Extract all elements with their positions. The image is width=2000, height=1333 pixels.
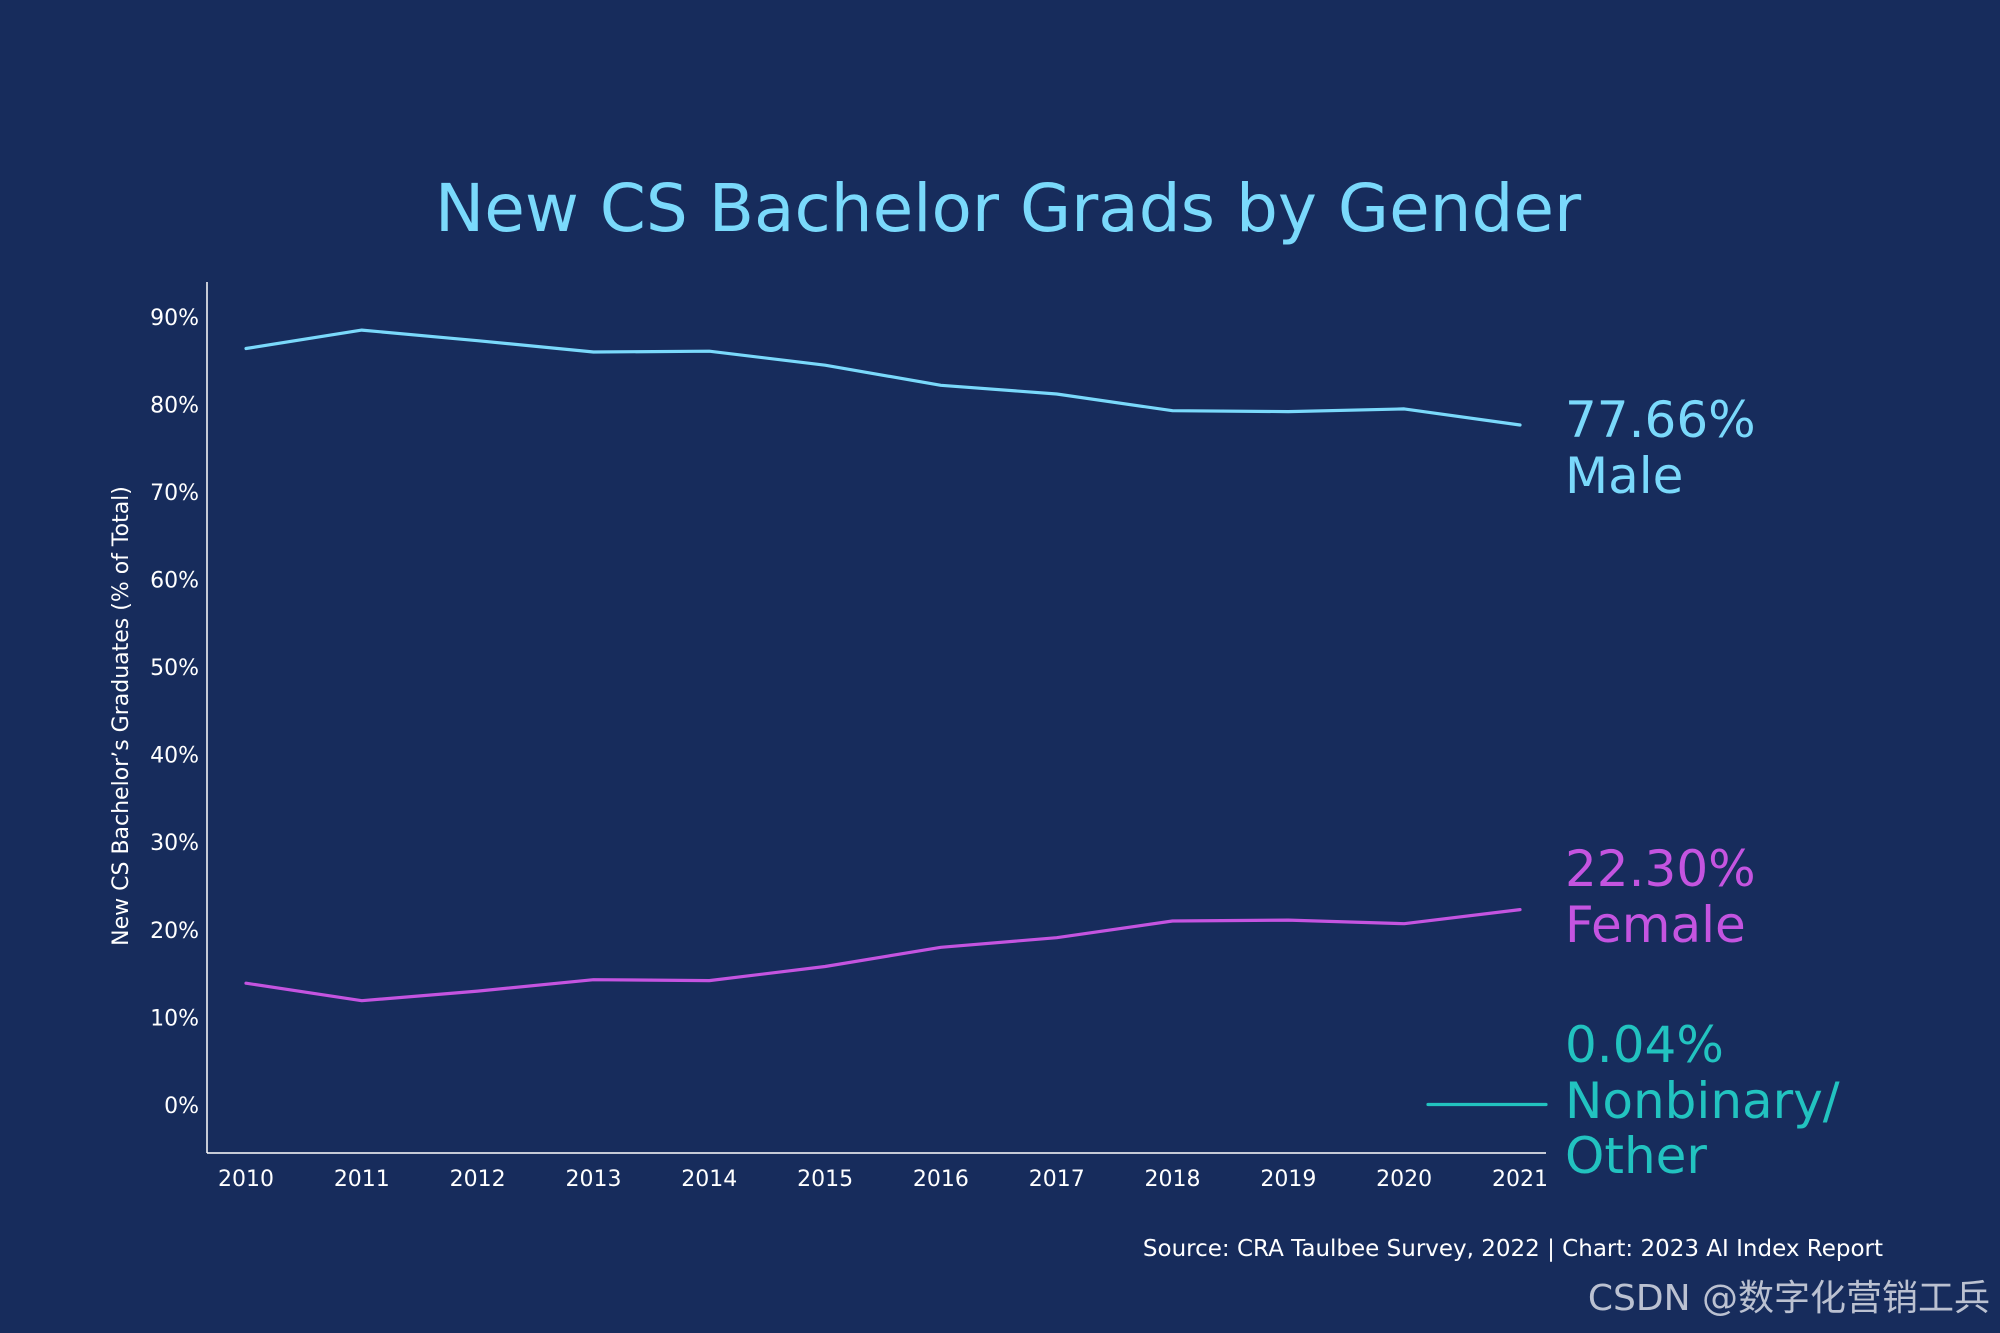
y-tick-label: 30% — [150, 831, 199, 856]
y-tick-label: 90% — [150, 306, 199, 331]
x-tick-label: 2011 — [334, 1167, 390, 1192]
end-label-value-nonbinary: 0.04% — [1565, 1016, 1724, 1074]
x-tick-label: 2016 — [913, 1167, 969, 1192]
end-label-name-female: Female — [1565, 896, 1746, 954]
y-tick-label: 0% — [164, 1094, 199, 1119]
x-tick-label: 2014 — [681, 1167, 737, 1192]
source-note: Source: CRA Taulbee Survey, 2022 | Chart… — [1143, 1236, 1883, 1262]
chart-title: New CS Bachelor Grads by Gender — [435, 170, 1582, 247]
end-label-name-nonbinary: Nonbinary/ — [1565, 1072, 1840, 1130]
end-label-name-nonbinary: Other — [1565, 1127, 1707, 1185]
x-tick-label: 2017 — [1029, 1167, 1085, 1192]
x-tick-label: 2018 — [1145, 1167, 1201, 1192]
end-labels: 77.66%Male 22.30%Female 0.04%Nonbinary/Oth… — [1565, 391, 1840, 1185]
series-line-male — [244, 328, 1522, 427]
x-tick-label: 2015 — [797, 1167, 853, 1192]
series-line-female — [244, 908, 1522, 1003]
end-label-value-male: 77.66% — [1565, 391, 1756, 449]
axes — [206, 282, 1546, 1154]
x-tick-label: 2021 — [1492, 1167, 1548, 1192]
y-tick-label: 80% — [150, 394, 199, 419]
end-label-value-female: 22.30% — [1565, 840, 1756, 898]
x-tick-label: 2012 — [450, 1167, 506, 1192]
y-tick-label: 20% — [150, 919, 199, 944]
x-tick-label: 2019 — [1260, 1167, 1316, 1192]
y-axis-ticks: 0% 10% 20% 30% 40% 50% 60% 70% 80% 90% — [150, 306, 199, 1119]
y-tick-label: 60% — [150, 569, 199, 594]
x-tick-label: 2013 — [565, 1167, 621, 1192]
y-axis-label: New CS Bachelor’s Graduates (% of Total) — [109, 486, 134, 946]
x-axis-ticks: 2010 2011 2012 2013 2014 2015 2016 2017 2018 2019… — [218, 1167, 1548, 1192]
end-label-name-male: Male — [1565, 447, 1683, 505]
y-tick-label: 10% — [150, 1006, 199, 1031]
y-tick-label: 50% — [150, 656, 199, 681]
y-tick-label: 40% — [150, 744, 199, 769]
x-tick-label: 2010 — [218, 1167, 274, 1192]
series-lines — [244, 328, 1548, 1107]
watermark: CSDN @数字化营销工兵 — [1588, 1278, 1990, 1319]
x-tick-label: 2020 — [1376, 1167, 1432, 1192]
y-tick-label: 70% — [150, 481, 199, 506]
